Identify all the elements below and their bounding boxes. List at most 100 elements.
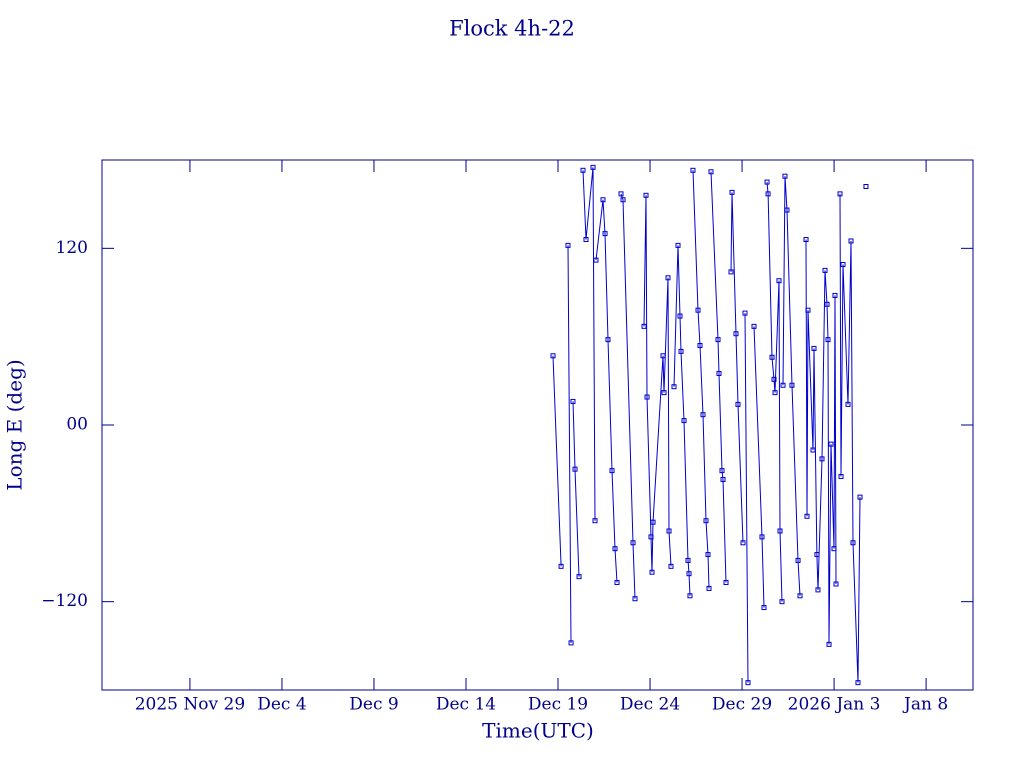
data-point bbox=[777, 528, 783, 534]
data-point bbox=[733, 331, 739, 337]
data-point bbox=[681, 418, 687, 424]
x-tick-label: Dec 19 bbox=[528, 695, 588, 715]
data-point bbox=[590, 164, 596, 170]
x-tick-label: Dec 14 bbox=[436, 695, 496, 715]
data-point bbox=[840, 262, 846, 268]
data-point bbox=[703, 518, 709, 524]
data-point bbox=[838, 474, 844, 480]
data-point bbox=[614, 580, 620, 586]
data-point bbox=[780, 382, 786, 388]
data-point bbox=[687, 593, 693, 599]
data-point bbox=[863, 184, 869, 189]
data-point bbox=[795, 557, 801, 563]
data-point bbox=[814, 552, 820, 558]
data-point bbox=[668, 563, 674, 569]
data-point bbox=[828, 441, 834, 447]
data-point bbox=[832, 292, 838, 298]
data-point bbox=[632, 596, 638, 602]
data-point bbox=[630, 540, 636, 546]
data-point bbox=[723, 580, 729, 586]
data-point bbox=[705, 552, 711, 558]
data-point bbox=[708, 169, 714, 175]
data-point bbox=[815, 587, 821, 593]
data-point bbox=[675, 242, 681, 248]
y-axis-label: Long E (deg) bbox=[3, 359, 27, 490]
data-point bbox=[565, 242, 571, 248]
data-point bbox=[700, 412, 706, 418]
data-point bbox=[784, 207, 790, 213]
data-point bbox=[772, 390, 778, 396]
data-point bbox=[771, 376, 777, 382]
data-point bbox=[593, 257, 599, 263]
data-point bbox=[572, 466, 578, 472]
data-point bbox=[822, 267, 828, 273]
data-point bbox=[671, 384, 677, 390]
data-point bbox=[583, 237, 589, 242]
data-point bbox=[644, 394, 650, 400]
chart-title: Flock 4h-22 bbox=[449, 17, 575, 41]
x-tick-label: Dec 29 bbox=[712, 695, 772, 715]
data-point bbox=[729, 189, 735, 195]
data-point bbox=[761, 605, 767, 611]
data-point bbox=[677, 313, 683, 319]
x-tick-label: Dec 4 bbox=[257, 695, 306, 715]
data-point bbox=[751, 323, 757, 329]
data-point bbox=[612, 546, 618, 552]
data-point bbox=[789, 382, 795, 388]
data-point bbox=[678, 348, 684, 354]
data-point bbox=[845, 401, 851, 407]
data-point bbox=[660, 353, 666, 359]
data-point bbox=[831, 546, 837, 552]
data-line bbox=[553, 167, 866, 682]
data-point bbox=[805, 307, 811, 313]
x-tick-label: Dec 9 bbox=[349, 695, 398, 715]
data-point bbox=[819, 456, 825, 462]
data-point bbox=[728, 269, 734, 275]
data-point bbox=[779, 599, 785, 605]
data-point bbox=[797, 593, 803, 599]
data-point bbox=[620, 197, 626, 203]
data-point bbox=[568, 640, 574, 646]
data-point bbox=[715, 337, 721, 343]
x-tick-label: Dec 24 bbox=[620, 695, 680, 715]
data-point bbox=[716, 370, 722, 376]
data-point bbox=[759, 534, 765, 540]
data-point bbox=[740, 540, 746, 546]
data-point bbox=[855, 680, 861, 686]
data-point bbox=[641, 323, 647, 329]
data-point bbox=[690, 167, 696, 173]
data-point bbox=[650, 519, 656, 525]
data-point bbox=[686, 571, 692, 577]
data-point bbox=[765, 191, 771, 197]
plot-frame bbox=[101, 159, 974, 691]
data-point bbox=[745, 680, 751, 686]
data-point bbox=[550, 353, 556, 359]
data-point bbox=[706, 585, 712, 591]
data-point bbox=[837, 191, 843, 197]
x-tick-label: 2026 Jan 3 bbox=[788, 695, 881, 715]
data-point bbox=[850, 540, 856, 546]
data-point bbox=[782, 173, 788, 179]
data-point bbox=[811, 345, 817, 351]
data-point bbox=[609, 468, 615, 474]
data-point bbox=[826, 641, 832, 647]
data-point bbox=[742, 310, 748, 316]
data-point bbox=[649, 569, 655, 575]
data-point bbox=[857, 494, 863, 500]
data-point bbox=[576, 574, 582, 580]
x-axis-label: Time(UTC) bbox=[482, 719, 594, 743]
data-point bbox=[769, 354, 775, 360]
data-point bbox=[618, 191, 624, 197]
data-point bbox=[804, 513, 810, 519]
y-tick-label: −120 bbox=[41, 591, 88, 611]
data-point bbox=[764, 179, 770, 185]
data-point bbox=[558, 563, 564, 569]
data-point bbox=[666, 528, 672, 534]
x-tick-label: Jan 8 bbox=[902, 695, 948, 715]
data-point bbox=[605, 337, 611, 343]
y-tick-label: 00 bbox=[66, 415, 88, 435]
data-point bbox=[592, 518, 598, 524]
data-point bbox=[803, 237, 809, 242]
